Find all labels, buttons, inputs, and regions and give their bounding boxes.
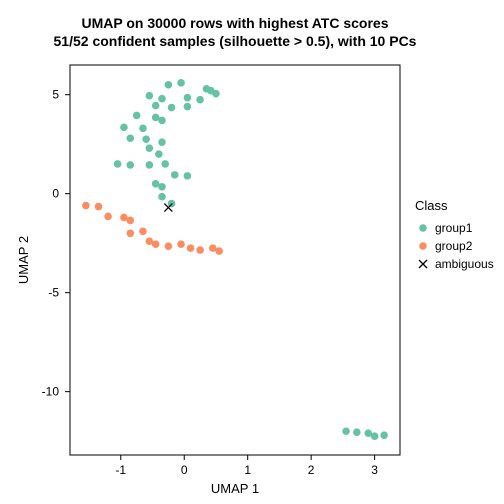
data-point (158, 117, 166, 125)
chart-title-1: UMAP on 30000 rows with highest ATC scor… (81, 15, 388, 31)
x-tick-label: 1 (244, 463, 251, 477)
data-point (142, 135, 150, 143)
data-point (82, 202, 90, 210)
legend-swatch (419, 242, 427, 250)
data-point (146, 144, 154, 152)
x-tick-label: 3 (371, 463, 378, 477)
data-point (212, 90, 220, 98)
data-point (152, 102, 160, 110)
data-point (196, 96, 204, 104)
y-tick-label: 5 (52, 88, 59, 102)
data-point (126, 161, 134, 169)
data-point (139, 125, 147, 133)
data-point (168, 104, 176, 112)
data-point (342, 427, 350, 435)
data-point (196, 246, 204, 254)
data-point (215, 247, 223, 255)
data-point (353, 428, 361, 436)
x-tick-label: -1 (115, 463, 126, 477)
data-point (126, 229, 134, 237)
data-point (371, 432, 379, 440)
legend-swatch (419, 224, 427, 232)
legend-label: ambiguous (435, 257, 494, 271)
data-point (155, 150, 163, 158)
legend-title: Class (415, 198, 448, 213)
data-point (146, 161, 154, 169)
plot-border (70, 65, 400, 455)
data-point (146, 92, 154, 100)
y-axis-label: UMAP 2 (16, 236, 31, 284)
data-point (184, 103, 192, 111)
data-point (120, 124, 128, 132)
x-tick-label: 0 (181, 463, 188, 477)
y-tick-label: -5 (48, 286, 59, 300)
chart-container: -10123-10-505UMAP 1UMAP 2UMAP on 30000 r… (0, 0, 504, 504)
x-tick-label: 2 (308, 463, 315, 477)
data-point (114, 160, 122, 168)
x-axis-label: UMAP 1 (211, 481, 259, 496)
data-point (139, 227, 147, 235)
data-point (152, 240, 160, 248)
data-point (165, 81, 173, 89)
scatter-chart: -10123-10-505UMAP 1UMAP 2UMAP on 30000 r… (0, 0, 504, 504)
data-point (158, 193, 166, 201)
data-point (126, 217, 134, 225)
data-point (187, 244, 195, 252)
data-point (184, 172, 192, 180)
data-point (158, 183, 166, 191)
data-point (380, 431, 388, 439)
data-point (126, 134, 134, 142)
data-point (171, 171, 179, 179)
data-point (177, 79, 185, 87)
data-point (95, 203, 103, 211)
data-point (165, 242, 173, 250)
legend-label: group2 (435, 239, 473, 253)
y-tick-label: -10 (42, 385, 60, 399)
data-point (133, 112, 141, 120)
data-point (158, 138, 166, 146)
chart-title-2: 51/52 confident samples (silhouette > 0.… (54, 33, 417, 49)
data-point (161, 160, 169, 168)
legend-label: group1 (435, 221, 473, 235)
data-point (158, 95, 166, 103)
data-point (184, 94, 192, 102)
data-point (104, 213, 112, 221)
y-tick-label: 0 (52, 187, 59, 201)
data-point (177, 240, 185, 248)
